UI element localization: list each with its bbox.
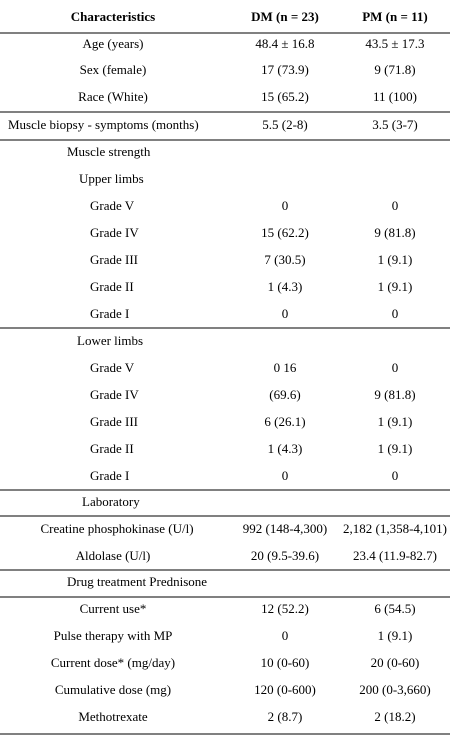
cell: 9 (81.8)	[374, 387, 415, 402]
row-label: Grade I	[90, 306, 129, 321]
row-label: Grade IV	[90, 387, 139, 402]
cell: 48.4 ± 16.8	[255, 36, 314, 51]
cell: 1 (9.1)	[378, 441, 413, 456]
cell: 3.5 (3-7)	[372, 117, 418, 132]
row-label: Current dose* (mg/day)	[51, 655, 175, 670]
cell: 12 (52.2)	[261, 601, 309, 616]
cell: 7 (30.5)	[264, 252, 305, 267]
row-label: Grade II	[90, 279, 134, 294]
cell: 9 (71.8)	[374, 62, 415, 77]
cell: 17 (73.9)	[261, 62, 309, 77]
row-label: Race (White)	[78, 89, 148, 104]
cell: 2 (18.2)	[374, 709, 415, 724]
cell: 0 16	[274, 360, 297, 375]
cell: 200 (0-3,660)	[359, 682, 431, 697]
cell: 0	[392, 468, 399, 483]
cell: 10 (0-60)	[261, 655, 310, 670]
cell: 120 (0-600)	[254, 682, 316, 697]
cell: 6 (54.5)	[374, 601, 415, 616]
cell: 0	[282, 198, 289, 213]
row-label: Pulse therapy with MP	[54, 628, 173, 643]
cell: 1 (9.1)	[378, 252, 413, 267]
row-label: Cumulative dose (mg)	[55, 682, 171, 697]
header-cell: PM (n = 11)	[362, 9, 428, 24]
cell: 20 (0-60)	[371, 655, 420, 670]
cell: 0	[392, 360, 399, 375]
cell: 1 (9.1)	[378, 628, 413, 643]
cell: 9 (81.8)	[374, 225, 415, 240]
cell: 0	[282, 468, 289, 483]
cell: 1 (4.3)	[268, 279, 303, 294]
row-label: Grade V	[90, 198, 135, 213]
row-label: Methotrexate	[78, 709, 148, 724]
cell: 43.5 ± 17.3	[365, 36, 424, 51]
header-cell: DM (n = 23)	[251, 9, 319, 24]
row-label: Aldolase (U/l)	[76, 548, 151, 563]
cell: 23.4 (11.9-82.7)	[353, 548, 437, 563]
cell: 0	[392, 306, 399, 321]
cell: 2,182 (1,358-4,101)	[343, 521, 447, 536]
cell: (69.6)	[269, 387, 300, 402]
row-label: Upper limbs	[79, 171, 144, 186]
row-label: Grade III	[90, 252, 138, 267]
cell: 20 (9.5-39.6)	[251, 548, 319, 563]
header-cell: Characteristics	[71, 9, 155, 24]
row-label: Grade I	[90, 468, 129, 483]
row-label: Muscle biopsy - symptoms (months)	[8, 117, 199, 132]
row-label: Age (years)	[83, 36, 144, 51]
cell: 15 (62.2)	[261, 225, 309, 240]
row-label: Muscle strength	[67, 144, 151, 159]
cell: 1 (9.1)	[378, 414, 413, 429]
cell: 6 (26.1)	[264, 414, 305, 429]
cell: 1 (9.1)	[378, 279, 413, 294]
cell: 0	[392, 198, 399, 213]
row-label: Lower limbs	[77, 333, 143, 348]
row-label: Current use*	[80, 601, 147, 616]
row-label: Drug treatment Prednisone	[67, 574, 207, 589]
row-label: Creatine phosphokinase (U/l)	[40, 521, 193, 536]
cell: 1 (4.3)	[268, 441, 303, 456]
row-label: Laboratory	[82, 494, 140, 509]
cell: 11 (100)	[373, 89, 417, 104]
cell: 5.5 (2-8)	[262, 117, 308, 132]
row-label: Grade IV	[90, 225, 139, 240]
row-label: Sex (female)	[80, 62, 147, 77]
row-label: Grade III	[90, 414, 138, 429]
row-label: Grade II	[90, 441, 134, 456]
cell: 15 (65.2)	[261, 89, 309, 104]
cell: 2 (8.7)	[268, 709, 303, 724]
cell: 0	[282, 306, 289, 321]
cell: 0	[282, 628, 289, 643]
row-label: Grade V	[90, 360, 135, 375]
cell: 992 (148-4,300)	[243, 521, 328, 536]
